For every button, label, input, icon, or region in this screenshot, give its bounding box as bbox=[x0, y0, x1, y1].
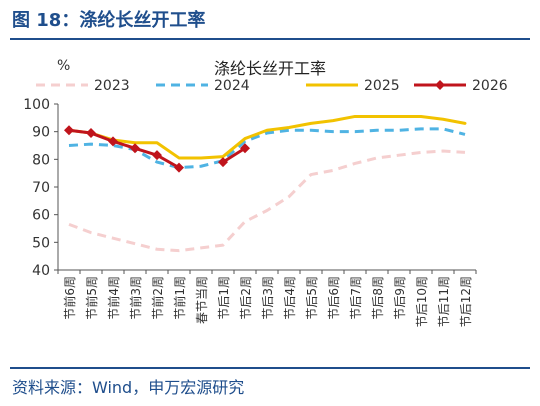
x-tick-label: 春节当周 bbox=[195, 276, 209, 324]
x-tick-label: 节前6周 bbox=[62, 276, 77, 320]
x-tick-label: 节后10周 bbox=[415, 276, 429, 327]
x-axis: 节前6周 节前5周 节前4周 节前3周 节前2周 节前1周 春节当周 节后1周 节后2周 节后3周… bbox=[57, 269, 477, 327]
series-line-2024 bbox=[68, 127, 466, 170]
legend-label-2024: 2024 bbox=[214, 78, 250, 94]
chart-title: 涤纶长丝开工率 bbox=[214, 59, 326, 78]
series-point-2026 bbox=[218, 157, 228, 168]
x-tick-label: 节前4周 bbox=[106, 276, 121, 320]
legend-label-2026: 2026 bbox=[472, 78, 508, 94]
series-point-2026 bbox=[108, 136, 118, 147]
x-tick-label: 节后4周 bbox=[283, 276, 297, 320]
x-tick-label: 节前5周 bbox=[84, 276, 99, 320]
x-tick-label: 节后3周 bbox=[261, 276, 275, 320]
y-axis-unit-label: % bbox=[57, 58, 70, 74]
x-tick-label: 节前3周 bbox=[128, 276, 143, 320]
legend-label-2023: 2023 bbox=[94, 78, 130, 94]
y-tick-label: 80 bbox=[32, 152, 50, 168]
series-point-2026 bbox=[152, 150, 162, 161]
title-divider bbox=[10, 38, 530, 40]
y-tick-label: 100 bbox=[23, 97, 50, 113]
x-tick-label: 节前1周 bbox=[172, 276, 187, 320]
legend-label-2025: 2025 bbox=[364, 78, 400, 94]
source-note: 资料来源：Wind，申万宏源研究 bbox=[12, 378, 245, 397]
source-divider bbox=[10, 367, 530, 369]
chart-legend: 2023 2024 2025 2026 bbox=[36, 78, 508, 94]
x-tick-label: 节后5周 bbox=[305, 276, 319, 320]
y-tick-label: 70 bbox=[32, 180, 50, 196]
series-point-2026 bbox=[86, 128, 96, 139]
y-tick-label: 40 bbox=[32, 263, 50, 279]
x-tick-label: 节后11周 bbox=[437, 276, 451, 327]
figure-title: 图 18：涤纶长丝开工率 bbox=[12, 10, 206, 31]
x-tick-label: 节后2周 bbox=[239, 276, 253, 320]
x-tick-label: 节后1周 bbox=[217, 276, 231, 320]
figure-header: 图 18：涤纶长丝开工率 bbox=[0, 0, 540, 40]
series-line-2023 bbox=[68, 149, 466, 253]
x-tick-label: 节后7周 bbox=[349, 276, 363, 320]
series-point-2026 bbox=[130, 143, 140, 154]
x-tick-label: 节前2周 bbox=[150, 276, 165, 320]
series-point-2026 bbox=[64, 125, 74, 136]
x-tick-label: 节后8周 bbox=[371, 276, 385, 320]
legend-marker-2026 bbox=[435, 80, 445, 90]
y-tick-label: 90 bbox=[32, 125, 50, 141]
x-tick-label: 节后9周 bbox=[393, 276, 407, 320]
y-tick-label: 50 bbox=[32, 235, 50, 251]
y-axis: 40 50 60 70 80 90 100 bbox=[23, 97, 59, 279]
series-point-2026 bbox=[174, 162, 184, 173]
y-tick-label: 60 bbox=[32, 208, 50, 224]
x-tick-label: 节后6周 bbox=[327, 276, 341, 320]
series-layer bbox=[64, 114, 467, 253]
line-chart: 2023 2024 2025 2026 % 涤纶长丝开工率 40 50 60 70 80 90 1… bbox=[23, 58, 508, 327]
x-tick-label: 节后12周 bbox=[459, 276, 473, 327]
series-point-2026 bbox=[240, 143, 250, 154]
series-line-2025 bbox=[67, 114, 467, 160]
